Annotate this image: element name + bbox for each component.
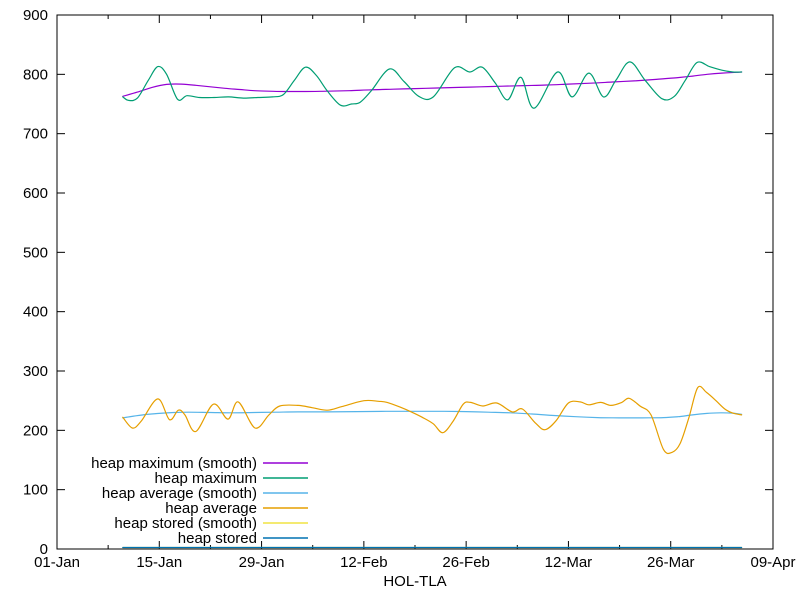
x-tick-label: 15-Jan xyxy=(136,554,182,571)
y-tick-label: 0 xyxy=(40,541,48,558)
y-tick-label: 100 xyxy=(23,482,48,499)
y-tick-label: 800 xyxy=(23,66,48,83)
series-line-heap-average-smooth xyxy=(122,410,743,419)
y-tick-label: 600 xyxy=(23,185,48,202)
x-tick-label: 26-Feb xyxy=(442,554,490,571)
x-tick-label: 09-Apr xyxy=(750,554,795,571)
legend-label-heap-stored-smooth: heap stored (smooth) xyxy=(114,515,257,532)
x-axis-label: HOL-TLA xyxy=(383,573,446,590)
x-tick-label: 12-Mar xyxy=(545,554,593,571)
legend-label-heap-stored: heap stored xyxy=(178,530,257,547)
legend-label-heap-maximum-smooth: heap maximum (smooth) xyxy=(91,455,257,472)
legend-label-heap-average: heap average xyxy=(165,500,257,517)
x-tick-label: 01-Jan xyxy=(34,554,80,571)
legend-label-heap-maximum: heap maximum xyxy=(154,470,257,487)
x-tick-label: 12-Feb xyxy=(340,554,388,571)
legend-label-heap-average-smooth: heap average (smooth) xyxy=(102,485,257,502)
y-tick-label: 900 xyxy=(23,7,48,24)
x-tick-label: 26-Mar xyxy=(647,554,695,571)
x-tick-label: 29-Jan xyxy=(239,554,285,571)
series-line-heap-maximum-smooth xyxy=(122,71,743,97)
series-line-heap-maximum xyxy=(122,61,743,109)
y-tick-label: 300 xyxy=(23,363,48,380)
series-line-heap-average xyxy=(122,385,743,455)
y-tick-label: 700 xyxy=(23,126,48,143)
y-tick-label: 200 xyxy=(23,422,48,439)
y-tick-label: 500 xyxy=(23,244,48,261)
y-tick-label: 400 xyxy=(23,304,48,321)
